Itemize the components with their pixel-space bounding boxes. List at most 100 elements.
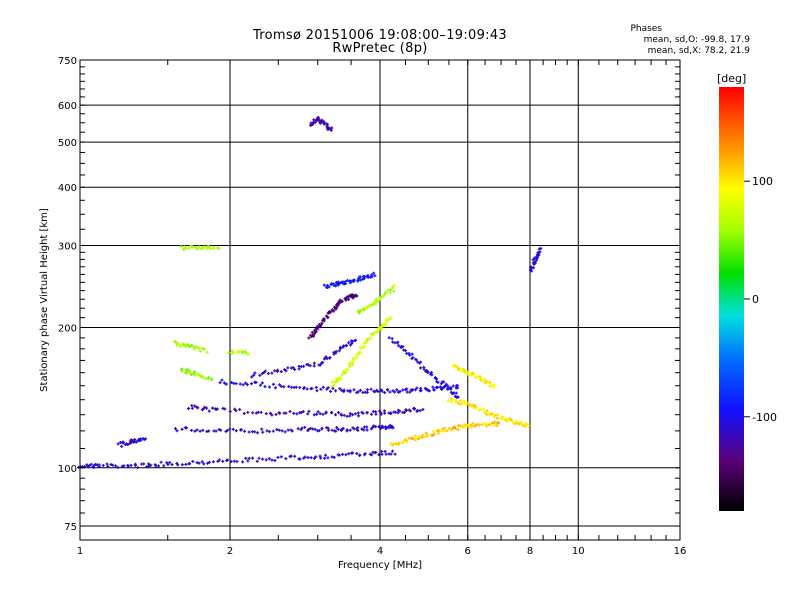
data-point <box>430 373 434 377</box>
data-point <box>407 351 411 355</box>
data-point <box>494 413 498 417</box>
data-point <box>313 120 317 124</box>
data-point <box>470 372 474 376</box>
data-point <box>373 274 377 278</box>
data-point <box>365 428 369 432</box>
y-axis-ticks: 75 100 200 300 400 500 600 750 <box>58 56 680 533</box>
data-point <box>463 426 467 430</box>
data-point <box>332 309 336 313</box>
data-point <box>232 459 236 463</box>
data-point <box>175 429 179 433</box>
data-point <box>231 427 235 431</box>
data-point <box>134 440 138 444</box>
data-point <box>184 462 188 466</box>
data-point <box>180 427 184 431</box>
data-point <box>408 353 412 357</box>
data-point <box>416 409 420 413</box>
data-point <box>523 424 527 428</box>
data-point <box>537 247 541 251</box>
data-point <box>374 450 378 454</box>
data-point <box>379 427 383 431</box>
data-point <box>244 381 248 385</box>
data-point <box>481 423 485 427</box>
data-point <box>334 413 338 417</box>
data-point <box>443 426 447 430</box>
x-axis-label: Frequency [MHz] <box>338 560 422 571</box>
data-point <box>316 118 320 122</box>
data-point <box>246 353 250 357</box>
data-point <box>337 411 341 415</box>
chart-subtitle: RwPretec (8p) <box>332 41 428 56</box>
data-point <box>334 389 338 393</box>
data-point <box>85 463 89 467</box>
data-point <box>408 390 412 394</box>
data-point <box>184 246 188 250</box>
data-point <box>195 428 199 432</box>
data-point <box>469 373 473 377</box>
data-point <box>483 380 487 384</box>
y-tick-label: 100 <box>58 464 77 475</box>
data-point <box>321 412 325 416</box>
data-point <box>452 425 456 429</box>
data-point <box>287 385 291 389</box>
data-point <box>380 389 384 393</box>
data-point <box>296 427 300 431</box>
data-point <box>147 462 151 466</box>
data-point <box>126 464 130 468</box>
data-point <box>326 128 330 132</box>
data-point <box>415 386 419 390</box>
data-point <box>294 385 298 389</box>
data-point <box>207 409 211 413</box>
data-point <box>289 454 293 458</box>
data-point <box>275 428 279 432</box>
data-point <box>311 334 315 338</box>
data-point <box>290 429 294 433</box>
data-point <box>397 344 401 348</box>
data-point <box>515 422 519 426</box>
data-point <box>306 428 310 432</box>
data-point <box>190 344 194 348</box>
data-point <box>394 442 398 446</box>
data-point <box>352 278 356 282</box>
data-point <box>180 463 184 467</box>
data-point <box>374 412 378 416</box>
y-tick-label: 300 <box>58 241 77 252</box>
data-point <box>370 273 374 277</box>
data-points <box>77 115 543 470</box>
data-point <box>366 337 370 341</box>
data-point <box>269 411 273 415</box>
data-point <box>377 453 381 457</box>
data-point <box>244 456 248 460</box>
data-point <box>241 460 245 464</box>
data-point <box>336 427 340 431</box>
data-point <box>441 427 445 431</box>
data-point <box>492 386 496 390</box>
data-point <box>286 366 290 370</box>
data-point <box>273 369 277 373</box>
data-point <box>344 453 348 457</box>
data-point <box>454 391 458 395</box>
data-point <box>157 464 161 468</box>
data-point <box>422 367 426 371</box>
data-point <box>252 373 256 377</box>
data-point <box>440 429 444 433</box>
data-point <box>91 465 95 469</box>
data-point <box>187 246 191 250</box>
data-point <box>375 331 379 335</box>
data-point <box>166 463 170 467</box>
data-point <box>334 349 338 353</box>
data-point <box>508 417 512 421</box>
data-point <box>261 457 265 461</box>
data-point <box>120 444 124 448</box>
data-point <box>303 455 307 459</box>
data-point <box>356 390 360 394</box>
data-point <box>526 423 530 427</box>
data-point <box>200 246 204 250</box>
data-point <box>282 385 286 389</box>
data-point <box>225 429 229 433</box>
data-point <box>114 464 118 468</box>
data-point <box>327 428 331 432</box>
data-point <box>217 458 221 462</box>
data-point <box>352 427 356 431</box>
data-point <box>314 455 318 459</box>
